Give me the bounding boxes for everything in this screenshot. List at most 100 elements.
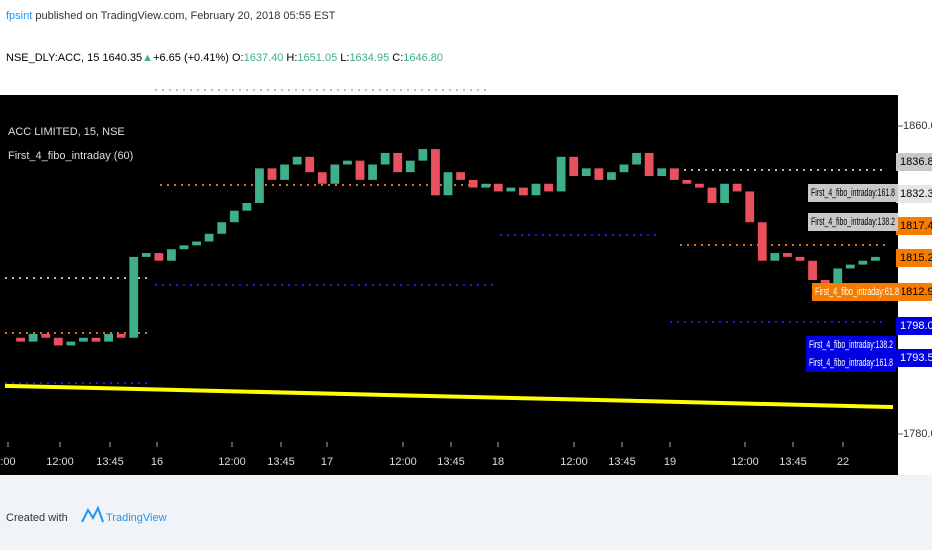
symbol: NSE_DLY:ACC, 15	[6, 52, 99, 64]
candle	[871, 256, 880, 261]
level-label-bg	[806, 354, 896, 372]
candle	[544, 183, 553, 192]
price-tag-label: 1832.31	[900, 188, 932, 200]
candle	[91, 337, 101, 342]
level-label: First_4_fibo_intraday:138.2	[811, 216, 895, 228]
candle	[355, 160, 365, 180]
candle	[192, 241, 201, 246]
indicator[interactable]: First_4_fibo_intraday (60)	[8, 150, 133, 162]
candle	[116, 333, 126, 338]
candle	[431, 149, 440, 196]
candle	[720, 183, 729, 203]
candle	[418, 149, 428, 161]
price-tag-label: 1798.09	[900, 320, 932, 332]
change: +6.65 (+0.41%)	[153, 52, 229, 64]
x-tick-label: 13:45	[267, 456, 295, 468]
trend-line	[4, 383, 894, 410]
last: 1640.35	[102, 52, 142, 64]
candle	[519, 187, 528, 196]
candle	[808, 260, 817, 280]
candle	[141, 253, 151, 257]
x-tick-label: 18	[492, 456, 504, 468]
price-tag-label: 1836.89	[900, 156, 932, 168]
candle	[267, 168, 277, 180]
level-label-bg	[812, 283, 902, 301]
candle	[79, 337, 88, 342]
open: 1637.40	[244, 52, 284, 64]
candle	[757, 222, 767, 261]
price-tag	[896, 317, 932, 335]
candle	[255, 168, 264, 203]
candle	[179, 245, 189, 250]
candle	[682, 179, 692, 184]
y-tick-label: 1860.00	[903, 120, 932, 132]
x-tick-label: 13:45	[96, 456, 124, 468]
price-tag	[896, 349, 932, 367]
candle	[619, 164, 629, 173]
arrow: ▲	[142, 52, 153, 64]
candle	[280, 164, 289, 180]
candle	[732, 183, 742, 192]
candle	[745, 191, 755, 223]
candle	[229, 210, 239, 223]
price-tag-label: 1815.20	[900, 252, 932, 264]
x-tick-label: :00	[0, 456, 15, 468]
x-tick-label: 19	[664, 456, 676, 468]
candle	[770, 253, 780, 261]
level-label-bg	[808, 184, 898, 202]
candle	[783, 253, 792, 257]
candle	[581, 168, 591, 177]
candle	[28, 333, 38, 342]
x-tick-label: 13:45	[608, 456, 636, 468]
quote: NSE_DLY:ACC, 15 1640.35▲+6.65 (+0.41%) O…	[6, 52, 443, 64]
x-tick-label: 13:45	[437, 456, 465, 468]
level-label: First_4_fibo_intraday:161.8	[809, 357, 893, 369]
price-tag	[896, 153, 932, 171]
candle	[443, 172, 453, 196]
price-tag	[896, 283, 932, 301]
created: Created with	[6, 512, 68, 524]
o-label: O:	[232, 52, 244, 64]
level-label: First_4_fibo_intraday:61.8	[815, 286, 899, 298]
candle	[632, 152, 641, 165]
candle	[556, 156, 566, 192]
x-tick-label: 12:00	[389, 456, 417, 468]
fibo-levels	[5, 89, 885, 384]
candle	[167, 249, 176, 261]
candle	[657, 168, 667, 177]
footer-bg	[0, 475, 932, 550]
candle	[405, 160, 415, 173]
author[interactable]: fpsint	[6, 10, 32, 22]
price-tag-label: 1812.91	[900, 286, 932, 298]
l-label: L:	[340, 52, 349, 64]
candle	[305, 156, 315, 173]
x-tick-label: 13:45	[779, 456, 807, 468]
candle	[104, 333, 113, 342]
level-label-bg	[806, 336, 896, 354]
logo	[81, 505, 104, 523]
price-tag-label: 1817.49	[900, 220, 932, 232]
x-tick-label: 12:00	[731, 456, 759, 468]
candle	[292, 156, 302, 165]
low: 1634.95	[349, 52, 389, 64]
candle	[41, 333, 51, 338]
brand[interactable]: TradingView	[106, 512, 167, 524]
x-tick-label: 12:00	[560, 456, 588, 468]
candle	[456, 172, 465, 180]
price-tag-label: 1793.51	[900, 352, 932, 364]
candle	[607, 172, 616, 180]
candle	[154, 253, 164, 261]
high: 1651.05	[297, 52, 337, 64]
candle	[845, 264, 855, 269]
price-tag	[896, 185, 932, 203]
c-label: C:	[392, 52, 403, 64]
candle	[506, 187, 516, 192]
candle	[644, 152, 654, 177]
candle	[531, 183, 541, 196]
candle	[204, 233, 214, 242]
candle	[242, 203, 252, 211]
candle	[368, 164, 377, 180]
candle	[393, 152, 403, 173]
candle	[217, 222, 227, 234]
